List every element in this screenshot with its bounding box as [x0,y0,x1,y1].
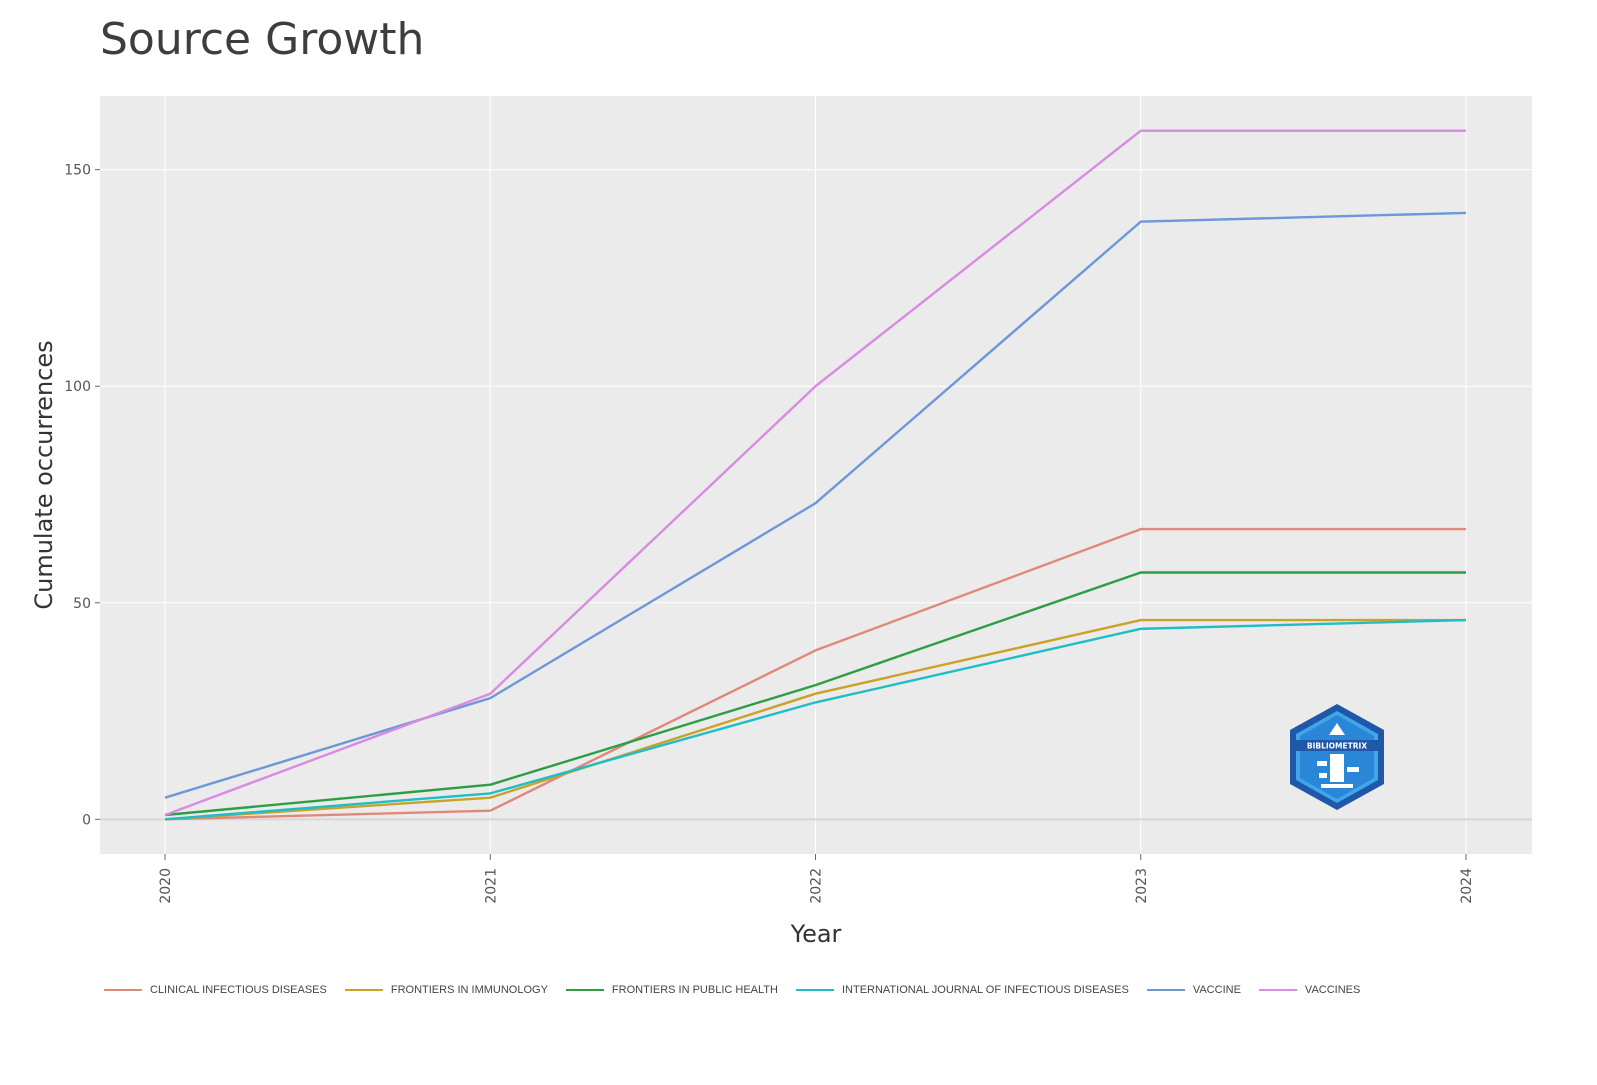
bibliometrix-logo-label: BIBLIOMETRIX [1307,742,1367,751]
series-line [164,129,1466,817]
x-tick-label: 2024 [1459,868,1475,904]
chart-title: Source Growth [100,14,425,65]
legend-item[interactable]: CLINICAL INFECTIOUS DISEASES [104,984,327,996]
legend-label: CLINICAL INFECTIOUS DISEASES [150,984,327,996]
legend-label: FRONTIERS IN PUBLIC HEALTH [611,984,778,996]
legend-label: FRONTIERS IN IMMUNOLOGY [390,984,548,996]
legend-swatch [565,989,604,991]
bibliometrix-logo: BIBLIOMETRIX [1290,704,1384,810]
legend-item[interactable]: VACCINES [1258,984,1361,996]
legend-swatch [1258,989,1297,991]
legend-label: VACCINES [1304,984,1361,996]
x-tick-label: 2023 [1134,868,1150,904]
legend-swatch [795,989,834,991]
legend-swatch [104,989,142,991]
legend-swatch [344,989,383,991]
series-line [164,571,1466,817]
y-tick-label: 50 [73,596,91,612]
legend-label: INTERNATIONAL JOURNAL OF INFECTIOUS DISE… [841,984,1129,996]
x-axis-label: Year [790,920,842,948]
x-tick-label: 2021 [483,868,499,904]
y-tick-label: 0 [82,812,91,828]
legend-swatch [1146,989,1185,991]
series-lines [164,129,1467,821]
y-tick-label: 150 [64,163,91,179]
axes: 2020 2021 2022 2023 2024 0 50 100 150 [64,163,1475,904]
legend-label: VACCINE [1192,984,1241,996]
legend: CLINICAL INFECTIOUS DISEASES FRONTIERS IN… [104,978,1378,1002]
x-tick-label: 2020 [158,868,174,904]
y-tick-label: 100 [64,379,91,395]
series-line [164,618,1467,821]
legend-item[interactable]: INTERNATIONAL JOURNAL OF INFECTIOUS DISE… [795,984,1129,996]
series-line [164,618,1466,821]
legend-item[interactable]: FRONTIERS IN IMMUNOLOGY [344,984,548,996]
x-tick-label: 2022 [809,868,825,904]
legend-item[interactable]: VACCINE [1146,984,1241,996]
series-line [164,211,1467,799]
series-line [164,527,1466,821]
legend-item[interactable]: FRONTIERS IN PUBLIC HEALTH [565,984,778,996]
y-axis-label: Cumulate occurrences [30,340,58,609]
